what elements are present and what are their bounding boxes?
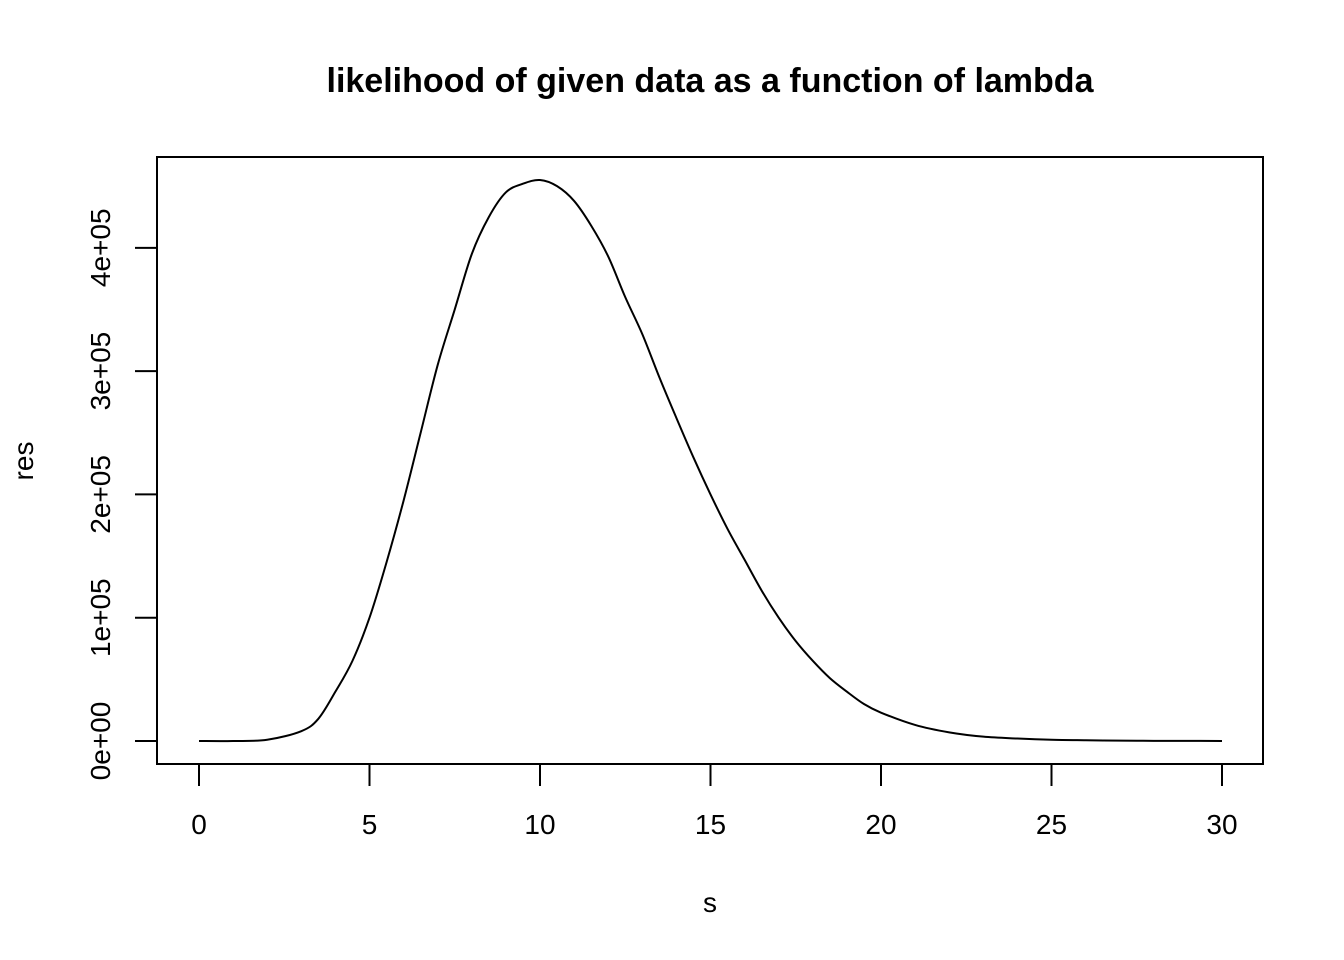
x-tick-label: 5 — [362, 809, 378, 840]
y-axis-label: res — [8, 442, 39, 481]
x-tick-label: 0 — [191, 809, 207, 840]
chart-title: likelihood of given data as a function o… — [327, 62, 1095, 100]
y-tick-label: 4e+05 — [85, 208, 116, 287]
x-tick-label: 30 — [1206, 809, 1237, 840]
x-tick-label: 15 — [695, 809, 726, 840]
y-tick-label: 1e+05 — [85, 578, 116, 657]
plot-frame — [156, 156, 1264, 765]
y-axis: 0e+00 1e+05 2e+05 3e+05 4e+05 — [85, 208, 158, 781]
x-tick-label: 10 — [524, 809, 555, 840]
x-tick-label: 20 — [865, 809, 896, 840]
x-axis-label: s — [703, 887, 717, 918]
x-tick-label: 25 — [1036, 809, 1067, 840]
y-tick-label: 2e+05 — [85, 455, 116, 534]
y-tick-label: 3e+05 — [85, 332, 116, 411]
x-axis: 0 5 10 15 20 25 30 — [191, 763, 1238, 840]
series-line — [198, 178, 1223, 743]
y-tick-label: 0e+00 — [85, 702, 116, 781]
